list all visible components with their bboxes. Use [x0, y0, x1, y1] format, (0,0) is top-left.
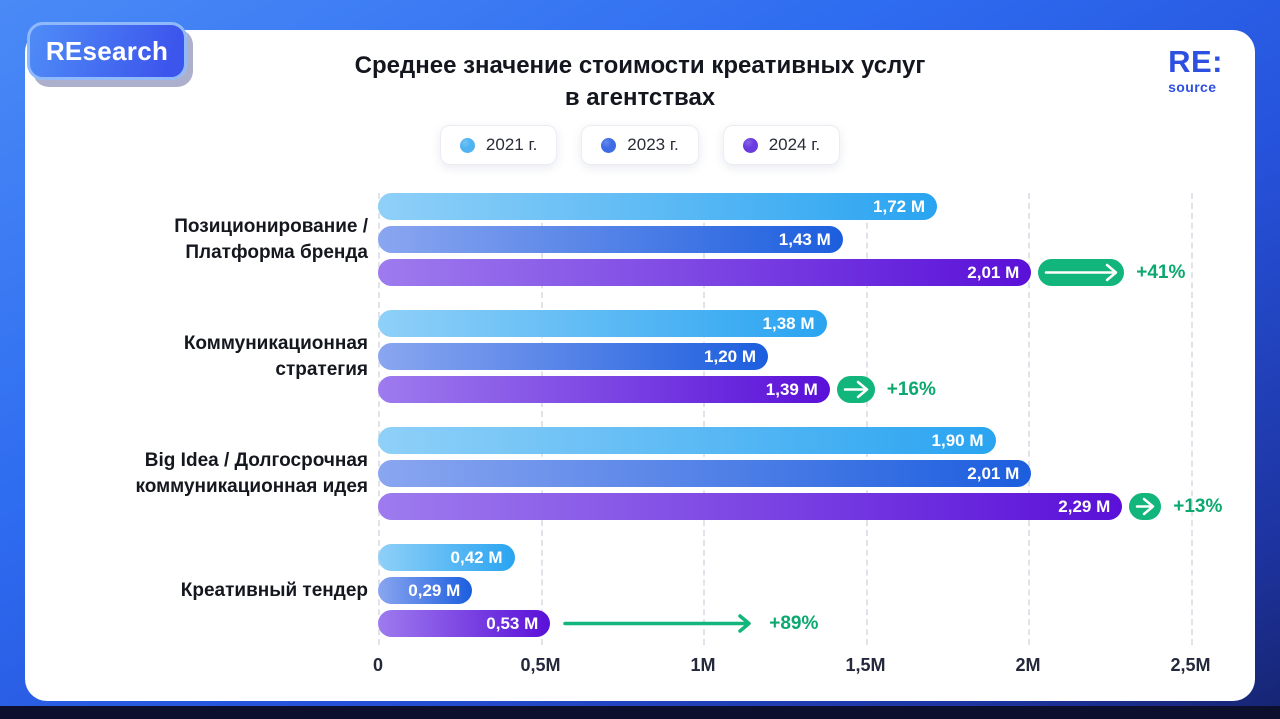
gridline	[703, 193, 705, 645]
slide-card: REsearch RE: source Среднее значение сто…	[25, 22, 1255, 701]
logo-sub-text: source	[1168, 79, 1217, 95]
bar-2021-г.: 1,90 М	[378, 427, 996, 454]
chart-title: Среднее значение стоимости креативных ус…	[25, 50, 1255, 115]
chart-title-line2: в агентствах	[564, 84, 716, 112]
x-tick-label: 1,5M	[845, 655, 886, 675]
gridline	[1028, 193, 1030, 645]
growth-arrow-icon	[1136, 497, 1155, 516]
bar-value-label: 1,72 М	[873, 196, 925, 216]
legend-color-dot	[601, 137, 617, 153]
bar-chart: 0 0,5M 1M 1,5M 2M 2,5M Позиционирование / Плат…	[43, 193, 1243, 698]
bar-2021-г.: 1,38 М	[378, 310, 827, 337]
legend-item-label: 2021 г.	[485, 135, 538, 154]
growth-arrow-icon	[563, 614, 751, 633]
growth-percent: +13%	[1173, 495, 1223, 517]
chart-legend: 2021 г. 2023 г. 2024 г.	[25, 125, 1255, 165]
gridline	[1190, 193, 1193, 645]
growth-arrow-icon	[843, 380, 868, 399]
bar-value-label: 0,42 М	[450, 547, 503, 567]
growth-percent: +41%	[1136, 261, 1186, 283]
x-tick-label: 2M	[1015, 655, 1041, 675]
bar-2024-г.: 1,39 М	[378, 376, 830, 403]
bar-value-label: 1,39 М	[765, 379, 818, 399]
bar-value-label: 1,43 М	[778, 229, 831, 249]
bar-2021-г.: 1,72 М	[378, 193, 937, 220]
bar-2024-г.: 2,29 М	[378, 493, 1123, 520]
bar-value-label: 0,29 М	[408, 580, 461, 600]
x-tick-label: 1M	[690, 655, 716, 675]
bar-value-label: 2,29 М	[1058, 496, 1111, 516]
bar-2023-г.: 1,43 М	[378, 226, 843, 253]
growth-percent: +89%	[769, 612, 819, 634]
bar-value-label: 1,90 М	[931, 430, 984, 450]
growth-percent: +16%	[886, 378, 936, 400]
growth-arrow-pill	[1038, 259, 1125, 286]
legend-item: 2021 г.	[439, 125, 558, 165]
legend-item: 2024 г.	[722, 125, 841, 165]
x-tick-label: 2,5M	[1170, 655, 1211, 675]
legend-item: 2023 г.	[581, 125, 699, 165]
resource-logo: RE: source	[1168, 46, 1223, 95]
bar-2023-г.: 0,29 М	[378, 577, 473, 604]
growth-arrow	[557, 610, 757, 637]
legend-color-dot	[459, 137, 475, 153]
x-tick-label: 0,5M	[520, 655, 561, 675]
bar-2024-г.: 2,01 М	[378, 259, 1032, 286]
bar-value-label: 1,20 М	[704, 346, 756, 366]
research-badge: REsearch	[27, 22, 187, 80]
gridline	[865, 193, 868, 645]
bar-2023-г.: 1,20 М	[378, 343, 768, 370]
category-label: Креативный тендер	[180, 579, 368, 601]
research-badge-label: REsearch	[45, 35, 169, 66]
legend-item-label: 2024 г.	[768, 135, 821, 154]
category-label: Коммуникационная стратегия	[183, 332, 368, 380]
bar-value-label: 2,01 М	[967, 262, 1020, 282]
bar-2021-г.: 0,42 М	[378, 544, 515, 571]
legend-item-label: 2023 г.	[627, 135, 679, 154]
category-label: Big Idea / Долгосрочная коммуникационная…	[135, 449, 368, 497]
legend-color-dot	[742, 137, 758, 153]
growth-arrow-pill	[1129, 493, 1162, 520]
bar-value-label: 1,38 М	[762, 313, 815, 333]
bar-value-label: 0,53 М	[486, 613, 539, 633]
logo-main-text: RE:	[1168, 44, 1223, 79]
x-tick-label: 0	[372, 655, 383, 675]
bar-value-label: 2,01 М	[967, 463, 1020, 483]
bar-2024-г.: 0,53 М	[378, 610, 551, 637]
bottom-strip	[0, 706, 1280, 719]
growth-arrow-pill	[836, 376, 875, 403]
bar-2023-г.: 2,01 М	[378, 460, 1032, 487]
gridline	[378, 193, 380, 645]
chart-title-line1: Среднее значение стоимости креативных ус…	[354, 52, 926, 79]
growth-arrow-icon	[1045, 263, 1118, 282]
gridline	[540, 193, 543, 645]
category-label: Позиционирование / Платформа бренда	[174, 215, 368, 263]
